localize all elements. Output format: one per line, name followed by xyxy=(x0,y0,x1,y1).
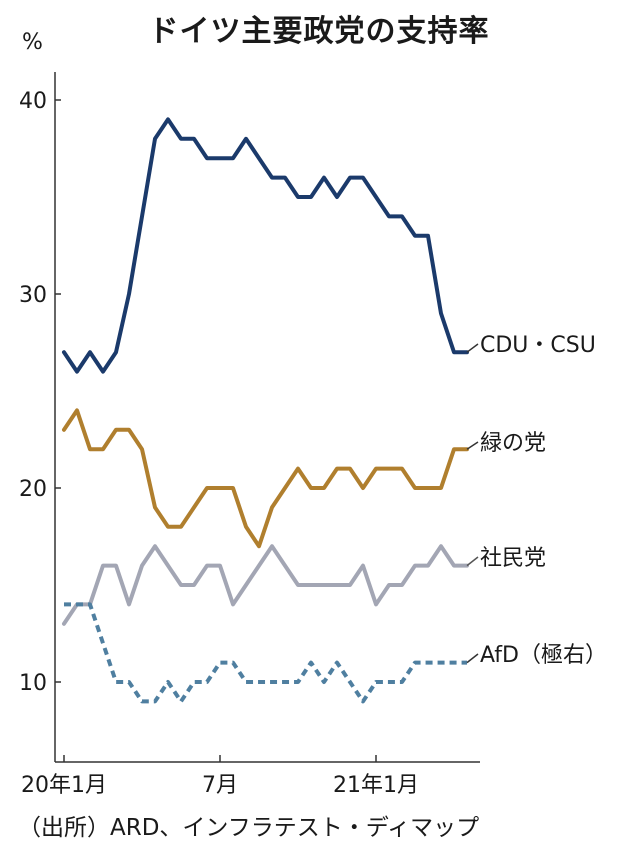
series-lines xyxy=(62,117,469,704)
series-label: 緑の党 xyxy=(480,431,546,456)
axes: 10 20 30 40 20年1月 7月 21年1月 xyxy=(19,72,480,798)
y-tick-label: 40 xyxy=(19,89,47,114)
series-label: AfD（極右） xyxy=(480,643,607,668)
series-label: 社民党 xyxy=(480,546,546,571)
source-note: （出所）ARD、インフラテスト・ディマップ xyxy=(18,815,480,841)
x-tick-label: 21年1月 xyxy=(333,773,419,798)
y-tick-label: 10 xyxy=(19,671,47,696)
series-leader xyxy=(466,343,479,353)
y-unit-label: % xyxy=(22,30,43,55)
series-line-2 xyxy=(62,544,469,626)
y-tick-label: 20 xyxy=(19,477,47,502)
series-line-1 xyxy=(62,408,469,549)
series-line-3 xyxy=(64,602,467,704)
x-tick-label: 20年1月 xyxy=(21,773,107,798)
x-tick-label: 7月 xyxy=(202,773,238,798)
series-leader xyxy=(466,441,479,450)
y-tick-label: 30 xyxy=(19,283,47,308)
series-line-0 xyxy=(62,117,469,374)
chart-title: ドイツ主要政党の支持率 xyxy=(148,14,490,49)
series-leader xyxy=(466,556,479,567)
series-label: CDU・CSU xyxy=(480,333,596,358)
series-leader xyxy=(466,653,479,664)
